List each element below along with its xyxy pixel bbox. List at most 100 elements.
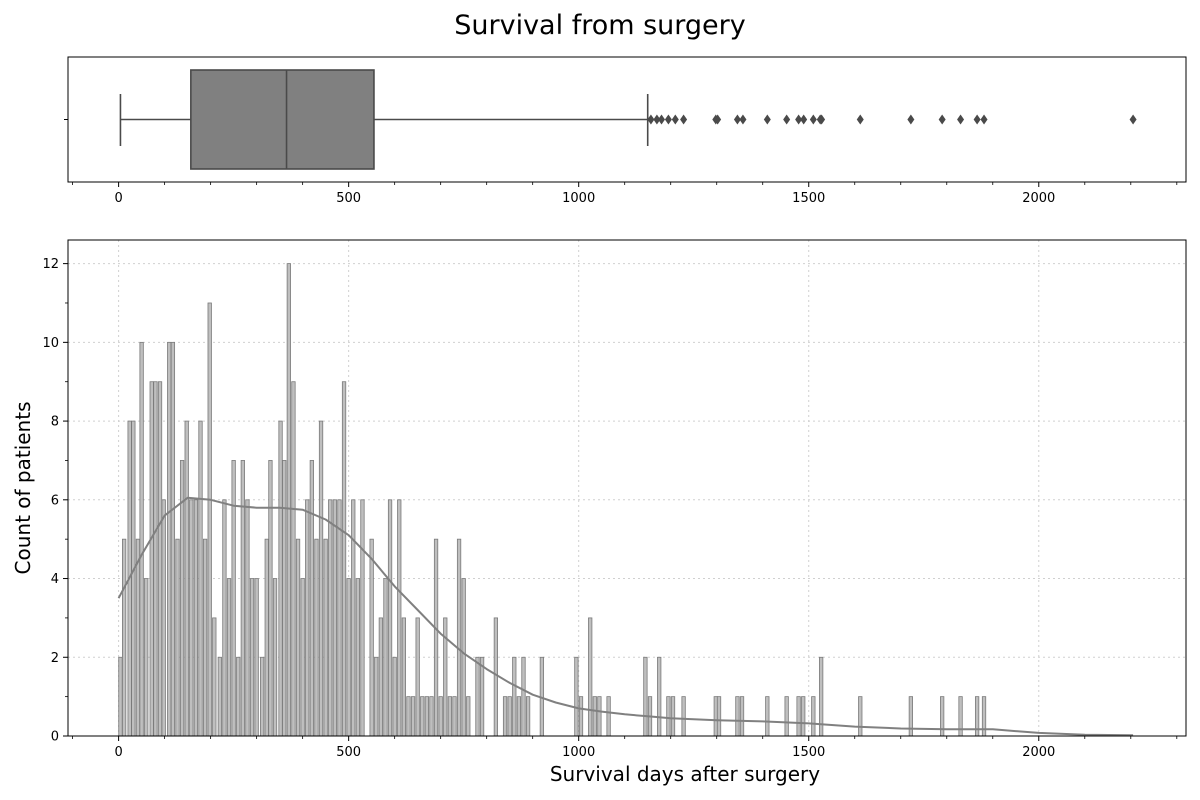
histogram-bar — [401, 617, 406, 737]
histogram-bar — [433, 538, 439, 737]
y-tick-label: 6 — [51, 493, 59, 508]
histogram-bar — [908, 696, 913, 737]
outlier-point — [1129, 114, 1137, 125]
outlier-point — [733, 114, 741, 125]
x-tick-label: 2000 — [1022, 745, 1055, 760]
histogram-bar — [597, 696, 602, 737]
kde-curve — [117, 496, 1134, 737]
histogram-bar — [207, 302, 212, 737]
histogram-bar — [360, 499, 365, 737]
histogram-bar — [170, 341, 176, 737]
histogram-bar — [131, 420, 136, 737]
x-tick-label: 500 — [336, 745, 361, 760]
histogram-bar — [254, 578, 259, 737]
histogram-bar — [217, 656, 222, 737]
histogram-bar — [236, 656, 241, 737]
histogram-bar — [202, 538, 208, 737]
x-tick-label: 0 — [114, 745, 122, 760]
figure-title: Survival from surgery — [454, 10, 746, 41]
x-tick-label: 0 — [114, 191, 122, 206]
histogram-bar — [355, 578, 360, 737]
histogram-bar — [429, 696, 434, 737]
outlier-point — [658, 114, 666, 125]
interquartile-box — [190, 69, 375, 170]
outlier-point — [680, 114, 688, 125]
histogram-bar — [309, 460, 314, 737]
histogram-bar — [452, 696, 457, 737]
outlier-point — [938, 114, 946, 125]
outlier-point — [783, 114, 791, 125]
histogram-bar — [424, 696, 429, 737]
histogram-bar — [858, 696, 863, 737]
histogram-bar — [475, 656, 480, 737]
histogram-bar — [456, 538, 462, 737]
y-axis-label: Count of patients — [11, 402, 35, 575]
histogram-bar — [175, 538, 180, 737]
histogram-bar — [184, 420, 189, 737]
histogram-bar — [516, 696, 522, 737]
x-axis-label: Survival days after surgery — [550, 762, 820, 786]
histogram-bar — [369, 538, 374, 737]
histogram-bar — [643, 656, 648, 737]
histogram-bar — [300, 578, 305, 737]
histogram-bar — [341, 381, 347, 737]
histogram-bar — [588, 617, 593, 737]
outlier-point — [809, 114, 817, 125]
x-tick-label: 1500 — [792, 745, 825, 760]
y-tick-label: 4 — [51, 572, 59, 587]
outlier-point — [957, 114, 965, 125]
histogram-bar — [512, 656, 517, 737]
outlier-point — [980, 114, 988, 125]
outlier-point — [647, 114, 655, 125]
histogram-bar — [351, 499, 356, 737]
histogram-bar — [378, 617, 383, 737]
histogram-bar — [670, 696, 676, 737]
outlier-point — [795, 114, 803, 125]
histogram-bar — [784, 696, 789, 737]
y-tick-label: 12 — [42, 257, 59, 272]
histogram-bar — [157, 381, 163, 737]
histogram-bar — [392, 656, 397, 737]
histogram-bar — [193, 499, 199, 737]
histogram-bar — [323, 538, 328, 737]
histogram-bar — [305, 499, 310, 737]
histogram-bar — [507, 696, 512, 737]
histogram-bar — [716, 696, 722, 737]
outlier-point — [800, 114, 808, 125]
outlier-point — [856, 114, 864, 125]
histogram-bar — [122, 538, 127, 737]
outlier-point — [973, 114, 981, 125]
histogram-bar — [415, 617, 420, 737]
histogram-bar — [161, 499, 166, 737]
histogram-bar — [240, 460, 245, 737]
y-tick-label: 10 — [42, 336, 59, 351]
histogram-bar — [739, 696, 745, 737]
x-tick-label: 1000 — [562, 745, 595, 760]
x-tick-label: 500 — [336, 191, 361, 206]
x-tick-label: 1000 — [562, 191, 595, 206]
histogram-bar — [811, 696, 816, 737]
histogram-bar — [149, 381, 154, 737]
outlier-point — [739, 114, 747, 125]
histogram-bar — [139, 341, 144, 737]
histogram-bar — [295, 538, 301, 737]
histogram-bar — [397, 499, 402, 737]
histogram-bar — [153, 381, 158, 737]
histogram-bar — [135, 538, 141, 737]
histogram-bar — [657, 656, 662, 737]
histogram-bar — [574, 656, 579, 737]
histogram-bar — [387, 499, 393, 737]
histogram-bar — [578, 696, 584, 737]
histogram-bar — [245, 499, 250, 737]
histogram-bar — [502, 696, 508, 737]
histogram-bar — [332, 499, 337, 737]
histogram-bar — [268, 460, 273, 737]
histogram-bar — [438, 696, 443, 737]
histogram-bar — [282, 460, 287, 737]
histogram-bar — [118, 656, 123, 737]
histogram-bar — [272, 578, 278, 737]
histogram-bar — [231, 460, 236, 737]
histogram-bar — [286, 263, 291, 737]
histogram-bar — [346, 578, 351, 737]
